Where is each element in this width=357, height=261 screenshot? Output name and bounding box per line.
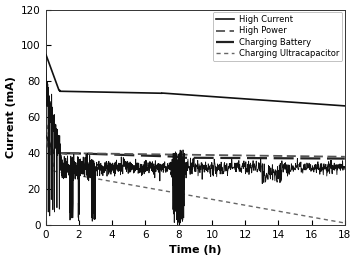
Charging Battery: [186, 156, 190, 159]
High Power: [186, 153, 190, 156]
Line: Charging Battery: Charging Battery: [46, 135, 345, 159]
High Current: [141, 91, 145, 94]
High Current: [115, 91, 119, 94]
Charging Ultracapacitor: [222, 200, 226, 203]
High Current: [81, 90, 85, 93]
Charging Ultracapacitor: [336, 220, 340, 223]
Charging Ultracapacitor: [205, 197, 210, 200]
High Current: [242, 97, 247, 100]
High Power: [289, 155, 293, 158]
High Power: [222, 154, 226, 157]
Charging Battery: [187, 156, 192, 159]
High Current: [343, 104, 347, 108]
High Power: [205, 153, 210, 157]
Line: Charging Ultracapacitor: Charging Ultracapacitor: [46, 117, 345, 223]
High Power: [44, 137, 48, 140]
High Power: [343, 155, 347, 158]
High Power: [187, 153, 192, 156]
Charging Ultracapacitor: [343, 221, 347, 224]
Y-axis label: Current (mA): Current (mA): [6, 76, 16, 158]
Legend: High Current, High Power, Charging Battery, Charging Ultracapacitor: High Current, High Power, Charging Batte…: [213, 12, 342, 61]
X-axis label: Time (h): Time (h): [169, 245, 222, 256]
Charging Battery: [336, 157, 340, 160]
Line: High Power: High Power: [46, 139, 345, 157]
High Current: [44, 53, 48, 56]
Charging Battery: [222, 156, 226, 159]
Charging Battery: [343, 157, 347, 160]
Charging Ultracapacitor: [44, 116, 48, 119]
Charging Ultracapacitor: [187, 194, 192, 197]
Line: High Current: High Current: [46, 55, 345, 106]
High Current: [122, 91, 126, 94]
High Power: [336, 155, 340, 158]
Charging Battery: [205, 156, 210, 159]
Charging Ultracapacitor: [289, 212, 293, 215]
Charging Battery: [44, 134, 48, 137]
High Current: [170, 92, 174, 95]
Charging Ultracapacitor: [186, 193, 190, 197]
Charging Battery: [289, 157, 293, 160]
